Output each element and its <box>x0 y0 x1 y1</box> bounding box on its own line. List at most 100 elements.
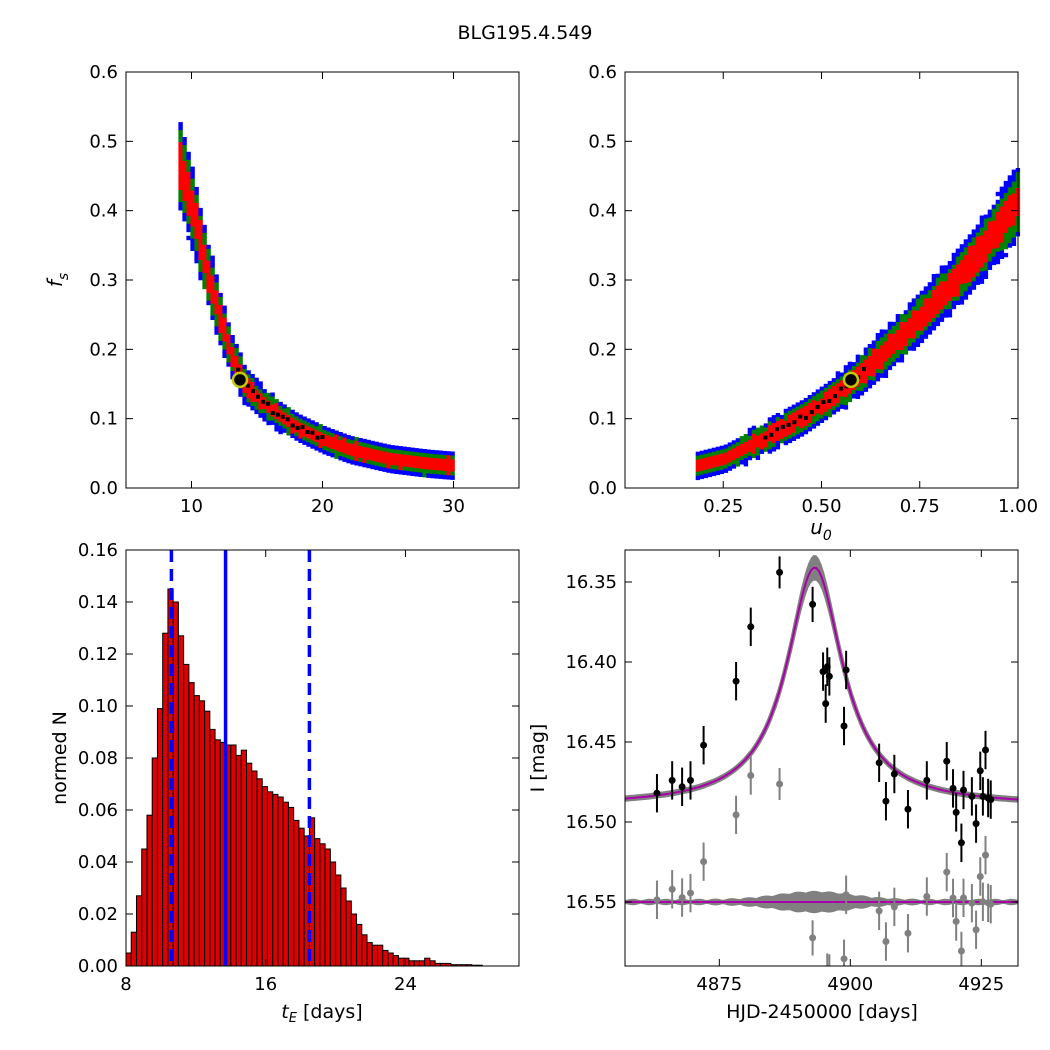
panel-fs-te-ytick-label: 0.2 <box>89 339 118 360</box>
panel-fs-te-cell <box>238 364 243 369</box>
panel-fs-u0-cell <box>1011 237 1017 242</box>
panel-fs-u0-cell <box>751 425 757 431</box>
hist-bar <box>287 806 295 967</box>
panel-fs-te-cell <box>230 371 235 376</box>
panel-fs-te-cell <box>210 303 215 308</box>
panel-fs-te-cell <box>194 198 199 204</box>
panel-fs-u0-cell <box>767 425 773 430</box>
panel-fs-te-cell <box>382 451 387 456</box>
panel-fs-u0-cell <box>835 375 841 380</box>
panel-fs-te-cell <box>318 448 323 453</box>
panel-fs-te-cell <box>182 185 187 190</box>
panel-fs-u0-cell <box>819 386 825 391</box>
panel-fs-u0-cell <box>791 412 797 417</box>
hist-xlabel: tE [days] <box>281 1001 362 1026</box>
panel-fs-u0-cell <box>723 452 729 457</box>
panel-fs-u0-cell <box>1003 240 1009 246</box>
panel-fs-te-cell <box>398 446 403 451</box>
panel-fs-te-cell <box>434 450 439 455</box>
hist-ytick-label: 0.08 <box>78 748 118 769</box>
panel-fs-u0-cell <box>983 238 989 243</box>
panel-fs-u0-cell <box>851 386 857 391</box>
panel-fs-te-cell <box>206 288 211 294</box>
panel-fs-u0-cell <box>951 252 957 258</box>
panel-fs-u0-cell <box>975 272 981 277</box>
panel-fs-u0-cell <box>711 459 717 465</box>
panel-fs-u0-cell <box>839 400 845 405</box>
hist-bar <box>214 739 221 967</box>
panel-fs-te-cell <box>390 453 395 458</box>
panel-fs-te-cell <box>178 190 183 195</box>
panel-fs-u0-cell <box>927 298 933 303</box>
panel-fs-u0-cell <box>939 293 945 298</box>
panel-fs-u0-cell <box>863 359 869 364</box>
panel-fs-te-cell <box>418 472 423 477</box>
panel-fs-u0-cell <box>719 457 725 463</box>
panel-fs-te-cell <box>310 440 315 445</box>
panel-fs-te-cell <box>202 264 207 270</box>
panel-fs-u0-cell <box>1003 192 1009 198</box>
panel-fs-te-cell <box>410 451 415 456</box>
panel-fs-u0-cell <box>807 427 813 432</box>
panel-fs-u0-cell <box>715 454 721 460</box>
panel-fs-u0-cell <box>871 364 877 369</box>
panel-fs-te-cell <box>362 442 367 448</box>
panel-fs-te-cell <box>358 462 363 467</box>
panel-fs-te-cell <box>274 423 279 428</box>
panel-fs-u0-cell <box>947 281 953 286</box>
panel-fs-u0-cell <box>955 300 961 305</box>
hist-bar <box>408 960 415 967</box>
panel-fs-u0-cell <box>703 449 709 455</box>
panel-fs-u0-cell <box>775 413 781 418</box>
panel-fs-te-cell <box>226 350 231 355</box>
panel-fs-te-cell <box>430 465 435 471</box>
panel-fs-te-cell <box>230 339 235 344</box>
panel-fs-u0-cell <box>911 318 917 323</box>
panel-fs-u0-cell <box>827 380 833 386</box>
panel-fs-te-cell <box>270 396 275 401</box>
panel-fs-u0-cell <box>859 387 865 392</box>
panel-fs-te-cell <box>350 452 355 457</box>
panel-fs-u0-cell <box>819 414 825 419</box>
panel-fs-u0-cell <box>995 211 1001 217</box>
panel-fs-u0-cell <box>987 221 993 226</box>
panel-fs-u0-cell <box>975 260 981 265</box>
residual-point <box>904 929 912 937</box>
panel-fs-te-cell <box>346 434 351 440</box>
panel-fs-u0-cell <box>963 279 969 284</box>
panel-fs-u0-cell <box>855 370 861 375</box>
panel-fs-u0-cell <box>795 414 801 419</box>
panel-fs-u0-cell <box>795 410 801 415</box>
panel-fs-u0-cell <box>851 362 857 367</box>
panel-fs-te-cell <box>226 346 231 351</box>
panel-fs-u0-cell <box>747 451 753 457</box>
panel-fs-te-cell <box>246 386 251 391</box>
panel-fs-te-cell <box>378 458 383 463</box>
panel-fs-te-cell <box>214 278 219 283</box>
panel-fs-u0-cell <box>955 284 961 289</box>
panel-fs-u0-cell <box>855 386 861 391</box>
panel-fs-te-cell <box>182 177 187 182</box>
panel-fs-te-cell <box>222 345 227 350</box>
residual-point <box>949 894 957 902</box>
panel-fs-u0-cell <box>1011 209 1017 214</box>
panel-fs-te-cell <box>218 312 223 318</box>
data-point <box>960 786 968 794</box>
panel-fs-u0-cell <box>951 288 957 294</box>
panel-fs-te-chain-cell <box>285 417 290 422</box>
panel-fs-te-cell <box>342 449 347 454</box>
hist-bar <box>261 786 268 967</box>
panel-fs-te-cell <box>298 418 303 423</box>
hist-bar <box>188 682 195 967</box>
panel-fs-u0-cell <box>903 334 909 339</box>
panel-fs-te-xtick-label: 30 <box>442 496 465 517</box>
panel-fs-te-cell <box>258 397 263 402</box>
panel-fs-te-cell <box>314 426 319 431</box>
panel-fs-te-cell <box>414 468 419 473</box>
panel-fs-u0-cell <box>967 262 973 267</box>
residual-point <box>952 917 960 925</box>
panel-fs-u0-cell <box>951 280 957 286</box>
panel-fs-u0-cell <box>995 219 1001 225</box>
panel-fs-te-chain-cell <box>295 426 300 431</box>
panel-fs-u0-cell <box>971 253 977 258</box>
